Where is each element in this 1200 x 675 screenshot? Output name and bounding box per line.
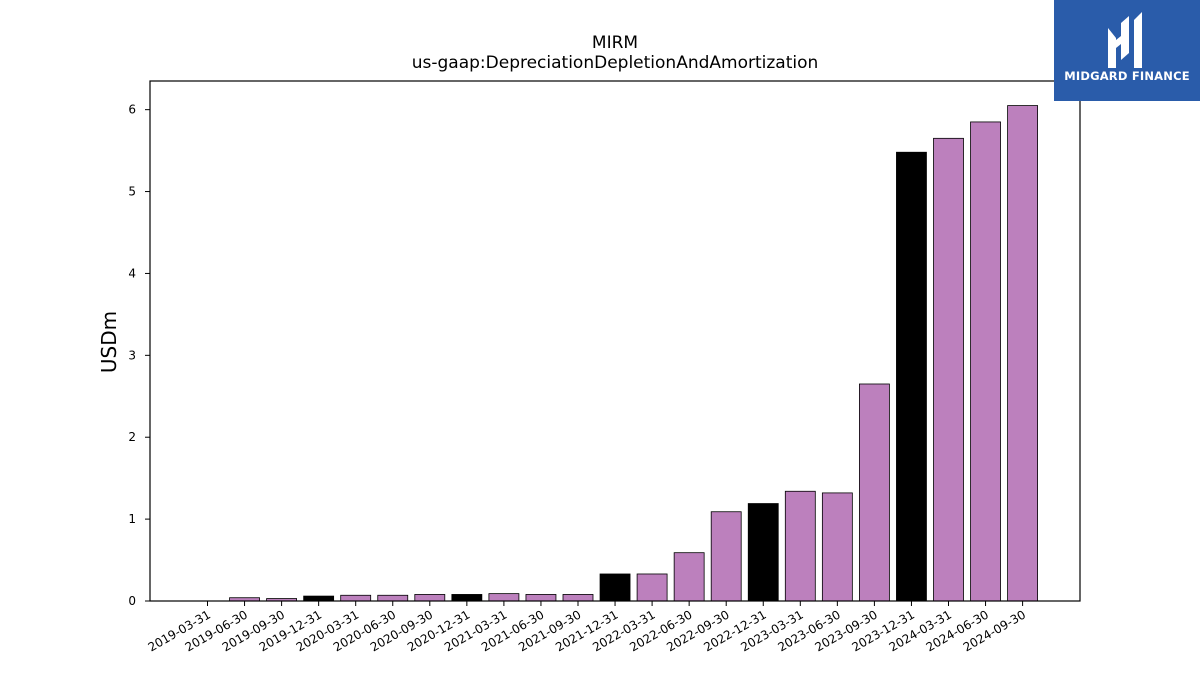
logo-text: MIDGARD FINANCE [1064, 69, 1190, 83]
bar-2023-03-31 [784, 490, 816, 602]
bar-2020-09-30 [414, 594, 446, 602]
y-tick-label: 1 [128, 512, 136, 526]
bar-2021-06-30 [525, 594, 557, 602]
bar-2024-06-30 [970, 121, 1001, 602]
bar-2020-12-31 [451, 594, 483, 602]
bar-2024-09-30 [1007, 105, 1038, 602]
y-tick-label: 4 [128, 266, 136, 280]
bar-2021-03-31 [488, 593, 520, 602]
y-tick-label: 5 [128, 185, 136, 199]
bar-2022-03-31 [636, 573, 668, 602]
plot-frame [149, 80, 1081, 602]
bar-2024-03-31 [933, 137, 964, 602]
bar-2022-12-31 [747, 503, 779, 602]
bar-2023-12-31 [896, 151, 927, 602]
y-tick-label: 3 [128, 348, 136, 362]
y-tick-label: 0 [128, 594, 136, 608]
y-axis-label: USDm [97, 311, 121, 373]
bar-2021-09-30 [562, 594, 594, 602]
y-axis: 0 1 2 3 4 5 6 [128, 103, 150, 608]
bar-2023-06-30 [821, 492, 853, 602]
x-axis: 2019-03-312019-06-302019-09-302019-12-31… [146, 601, 1028, 654]
chart-title: MIRM [592, 33, 638, 53]
bar-2021-12-31 [599, 573, 631, 602]
midgard-finance-logo: MIDGARD FINANCE [1054, 0, 1200, 101]
y-tick-label: 2 [128, 430, 136, 444]
bar-2023-09-30 [859, 383, 890, 602]
bar-2022-06-30 [673, 552, 705, 602]
bar-2019-12-31 [303, 595, 335, 602]
y-tick-label: 6 [128, 103, 136, 117]
bar-2022-09-30 [710, 511, 742, 602]
bar-2020-06-30 [377, 594, 409, 602]
chart-subtitle: us-gaap:DepreciationDepletionAndAmortiza… [412, 53, 819, 73]
bars-group [229, 105, 1038, 602]
bar-2020-03-31 [340, 594, 372, 602]
logo-mark-icon [1108, 12, 1142, 68]
